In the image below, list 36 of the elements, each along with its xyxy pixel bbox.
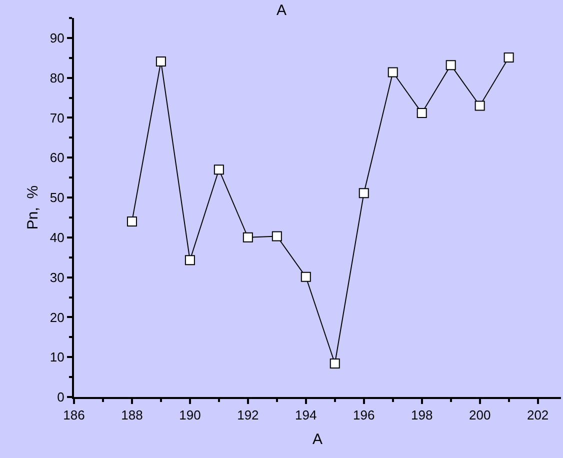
point bbox=[416, 108, 427, 118]
point bbox=[156, 56, 166, 66]
y-tick-label: 50 bbox=[50, 190, 64, 206]
y-tick-label: 10 bbox=[50, 350, 64, 365]
point bbox=[300, 272, 311, 282]
x-tick-label: 196 bbox=[353, 408, 375, 423]
point bbox=[504, 52, 514, 62]
point bbox=[330, 358, 340, 368]
point bbox=[474, 100, 485, 111]
x-tick-label: 190 bbox=[179, 408, 201, 423]
y-tick-label: 80 bbox=[50, 70, 64, 86]
y-tick-label: 30 bbox=[50, 270, 64, 285]
point bbox=[272, 231, 282, 242]
x-tick-label: 192 bbox=[237, 408, 259, 423]
x-axis-title: A bbox=[312, 431, 323, 448]
point bbox=[214, 164, 224, 175]
point bbox=[388, 67, 398, 78]
x-tick-label: 188 bbox=[121, 408, 143, 423]
chart-title: A bbox=[276, 2, 287, 20]
point bbox=[126, 216, 137, 226]
point bbox=[446, 60, 456, 70]
y-tick-label: 0 bbox=[57, 390, 64, 405]
x-tick-label: 202 bbox=[526, 408, 549, 423]
y-tick-label: 20 bbox=[50, 310, 64, 325]
y-tick-label: 60 bbox=[50, 150, 64, 166]
x-tick-label: 200 bbox=[468, 408, 491, 423]
x-tick-label: 198 bbox=[411, 408, 433, 423]
x-tick-label: 186 bbox=[63, 408, 85, 423]
point bbox=[358, 188, 369, 198]
y-tick-label: 70 bbox=[50, 110, 64, 126]
point bbox=[242, 232, 253, 242]
y-tick-label: 40 bbox=[50, 230, 64, 245]
point bbox=[184, 255, 195, 266]
y-axis-title: Pn, % bbox=[24, 185, 42, 230]
x-tick-label: 194 bbox=[295, 408, 317, 423]
y-tick-label: 90 bbox=[50, 30, 64, 46]
